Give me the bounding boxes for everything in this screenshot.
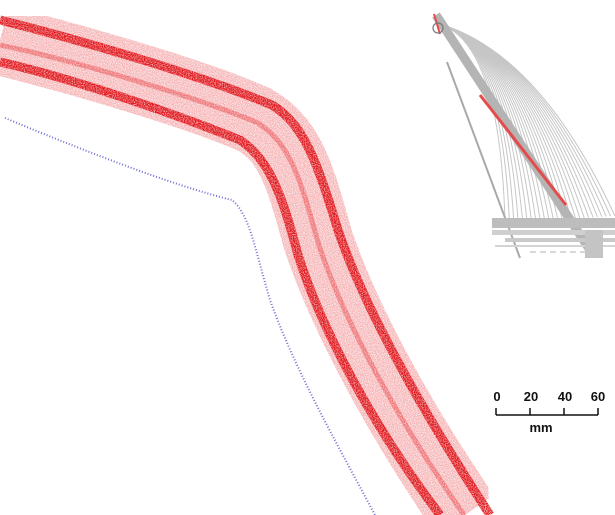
bridge-pylon-joint: [432, 22, 444, 34]
scale-tick-label: 60: [590, 389, 606, 404]
bridge-cable: [439, 23, 615, 217]
scanned-red-band: [0, 6, 494, 515]
scale-tick-label: 20: [523, 389, 539, 404]
bridge-cable: [439, 23, 510, 222]
band-bottom-edge: [0, 57, 444, 515]
scale-tick-label: 40: [557, 389, 573, 404]
scale-bar: [495, 408, 599, 416]
scale-unit-label: mm: [529, 420, 553, 435]
bridge-pylon-highlight: [478, 94, 568, 206]
bridge-cables: [439, 23, 615, 223]
bridge-deck: [492, 218, 615, 258]
bridge-pylon-tip: [433, 13, 441, 35]
bridge-model-inset: [432, 12, 615, 259]
bridge-pylon: [432, 12, 594, 253]
scale-tick-label: 0: [493, 389, 501, 404]
band-core-line: [0, 42, 467, 515]
band-top-edge: [0, 15, 494, 515]
